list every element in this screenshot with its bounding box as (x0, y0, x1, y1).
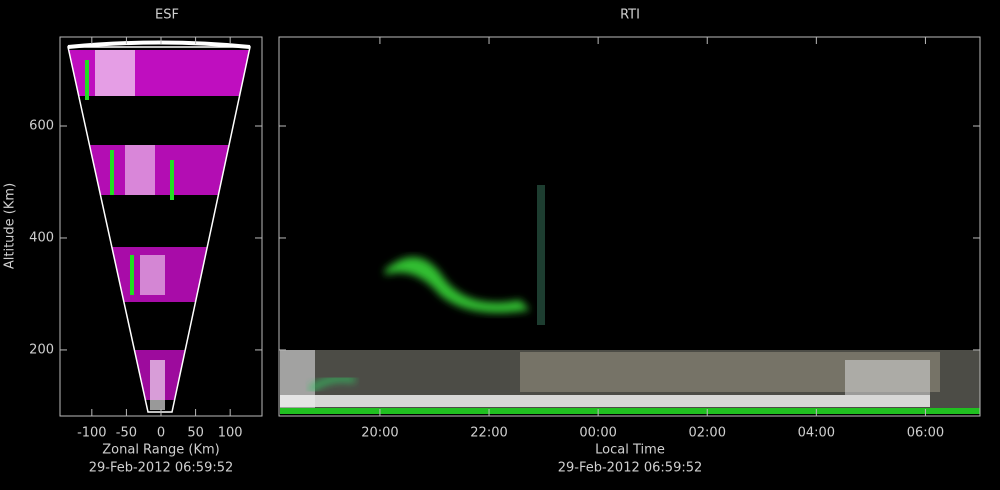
x-tick-label: 00:00 (579, 426, 616, 441)
x-tick-label: 0 (157, 426, 165, 441)
x-tick-label: -50 (116, 426, 137, 441)
plot-frame (278, 36, 981, 417)
y-tick-label: 400 (29, 230, 54, 245)
timestamp: 29-Feb-2012 06:59:52 (558, 461, 703, 476)
esf-image (68, 50, 250, 410)
y-axis-label: Altitude (Km) (3, 183, 18, 269)
x-tick-label: 100 (218, 426, 243, 441)
x-tick-label: 04:00 (798, 426, 835, 441)
panel-title: ESF (155, 8, 179, 23)
x-tick-label: -100 (77, 426, 107, 441)
panel-title: RTI (620, 8, 640, 23)
x-tick-label: 06:00 (907, 426, 944, 441)
x-tick-label: 22:00 (470, 426, 507, 441)
x-tick-label: 02:00 (689, 426, 726, 441)
x-axis-label: Local Time (595, 443, 665, 458)
timestamp: 29-Feb-2012 06:59:52 (89, 461, 234, 476)
x-tick-label: 20:00 (361, 426, 398, 441)
x-axis-label: Zonal Range (Km) (102, 443, 219, 458)
y-tick-label: 200 (29, 342, 54, 357)
fan-outline (67, 46, 251, 413)
y-tick-label: 600 (29, 119, 54, 134)
rti-image (280, 185, 980, 414)
fan-arc (67, 40, 251, 49)
x-tick-label: 50 (187, 426, 204, 441)
